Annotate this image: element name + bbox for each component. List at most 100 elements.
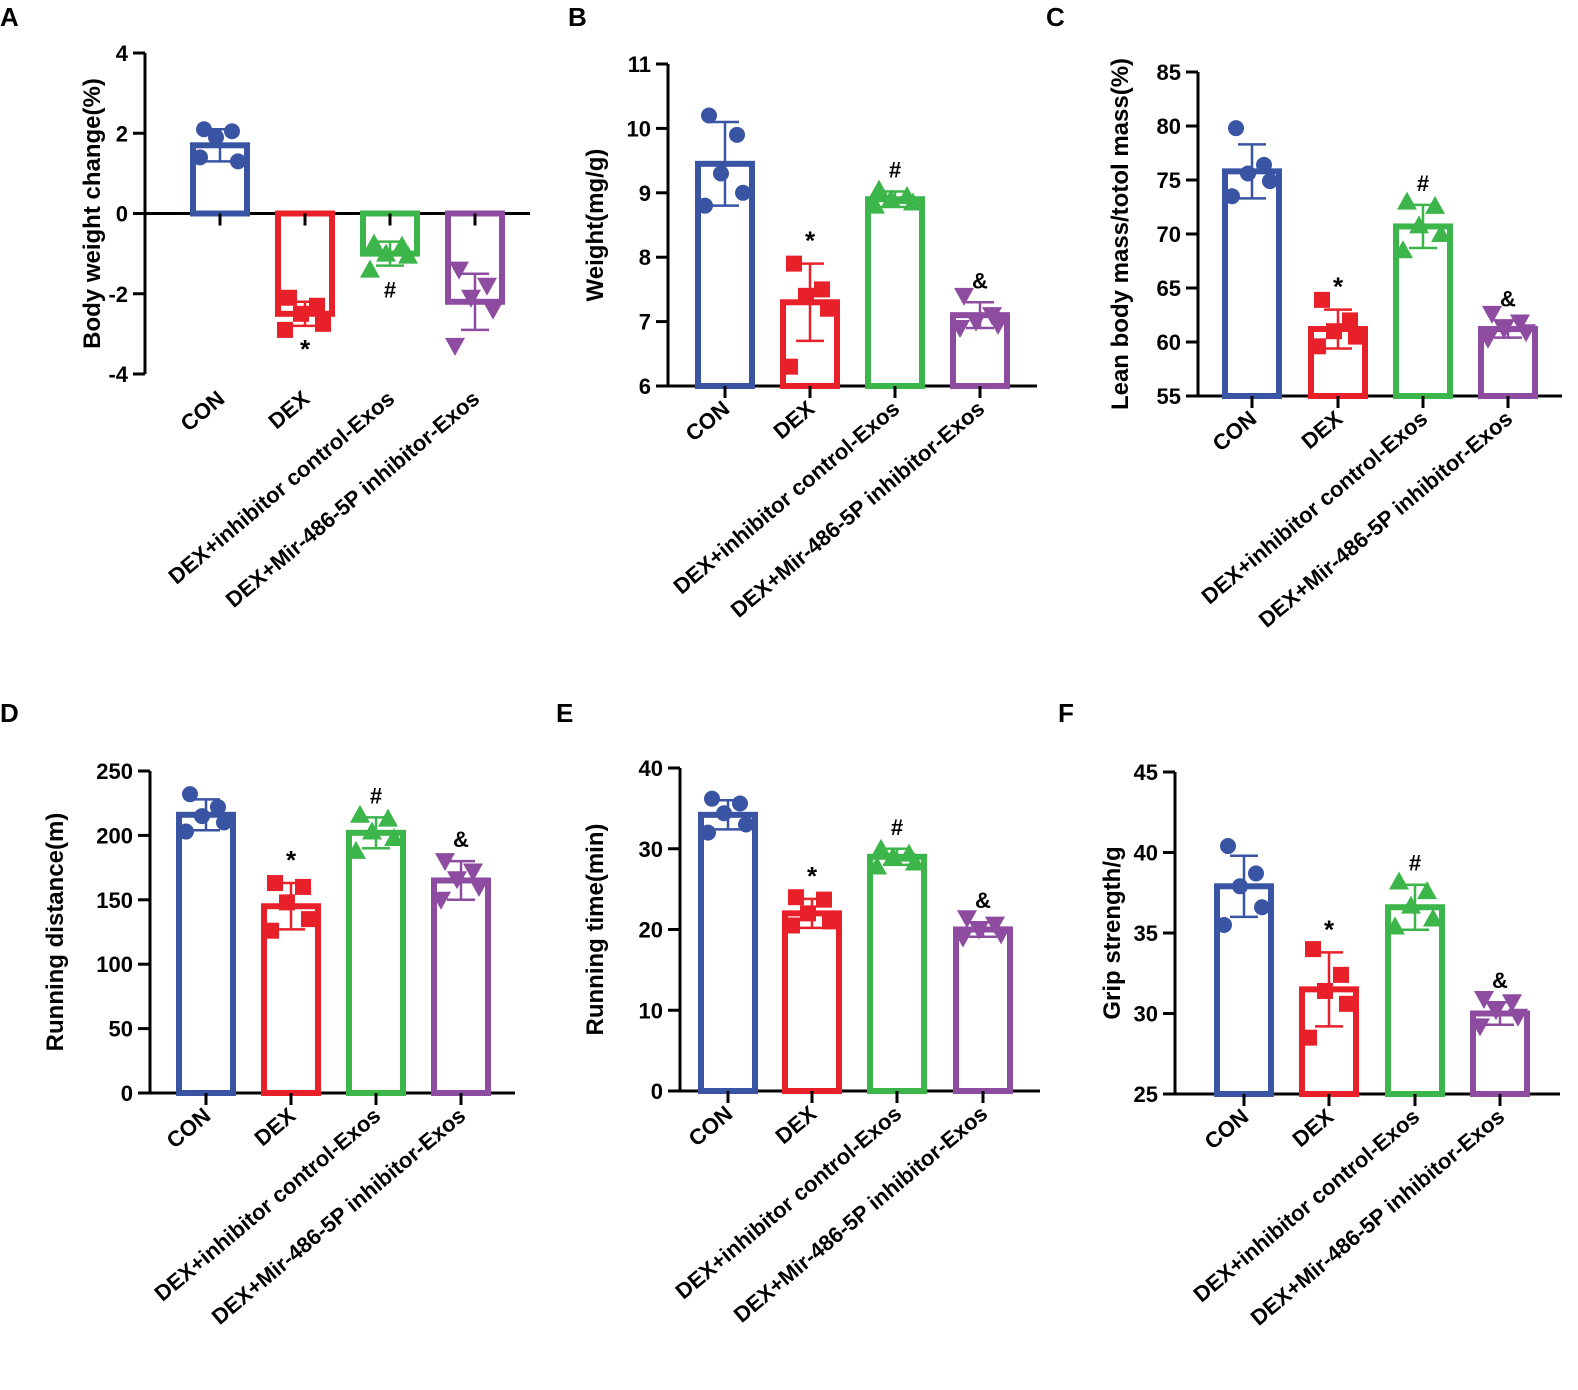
significance-label: & [1492, 968, 1508, 993]
data-point [1326, 323, 1342, 340]
y-tick-label: 65 [1157, 276, 1181, 301]
y-tick-label: 30 [1134, 1002, 1158, 1027]
data-point [816, 891, 832, 908]
data-point [435, 853, 455, 872]
significance-label: & [453, 827, 469, 852]
data-point [1342, 312, 1358, 329]
y-tick-label: 85 [1157, 60, 1181, 85]
data-point [1397, 191, 1417, 210]
data-point [784, 917, 800, 934]
x-category-label: CON [176, 386, 230, 437]
data-point [1339, 995, 1355, 1012]
significance-label: # [889, 158, 901, 183]
data-point [1385, 916, 1405, 935]
data-point [982, 307, 1002, 326]
data-point [865, 195, 885, 214]
data-point [1508, 1008, 1528, 1027]
data-point [182, 786, 198, 803]
data-point [1248, 865, 1264, 882]
data-point [196, 121, 212, 138]
data-point [447, 871, 467, 890]
data-point [905, 852, 925, 871]
data-point [192, 149, 208, 166]
data-point [732, 795, 748, 812]
data-point [1417, 881, 1437, 900]
y-tick-label: 25 [1134, 1082, 1158, 1107]
data-point [713, 165, 729, 182]
data-point [1393, 240, 1413, 259]
bar [867, 853, 927, 1095]
bar [953, 926, 1013, 1094]
data-point [360, 259, 380, 278]
significance-label: # [891, 815, 903, 840]
data-point [881, 189, 901, 208]
data-point [1314, 291, 1330, 308]
data-point [1301, 1029, 1317, 1046]
data-point [230, 153, 246, 170]
panel-letter: D [0, 698, 19, 728]
panel-letter: E [556, 698, 573, 728]
significance-label: * [807, 861, 818, 891]
bar [698, 811, 758, 1095]
y-tick-label: 75 [1157, 168, 1181, 193]
data-point [477, 277, 497, 296]
data-point [295, 878, 311, 895]
data-point [1431, 224, 1451, 242]
data-point [867, 856, 887, 875]
y-tick-label: 10 [639, 998, 663, 1023]
data-point [1262, 173, 1278, 190]
significance-label: # [1409, 851, 1421, 876]
y-tick-label: 0 [651, 1079, 663, 1104]
data-point [814, 281, 830, 298]
significance-label: & [1500, 286, 1516, 311]
y-axis-title: Grip strength/g [1099, 846, 1126, 1019]
y-tick-label: -2 [108, 282, 128, 307]
x-category-label: DEX [770, 1100, 821, 1148]
data-point [1232, 878, 1248, 895]
data-point [1228, 120, 1244, 137]
y-tick-label: 0 [121, 1081, 133, 1106]
data-point [449, 261, 469, 280]
y-tick-label: 2 [116, 121, 128, 146]
data-point [431, 891, 451, 910]
data-point [820, 300, 836, 317]
y-tick-label: 7 [639, 310, 651, 335]
y-tick-label: 0 [116, 202, 128, 227]
y-tick-label: 100 [96, 952, 133, 977]
significance-label: * [1324, 914, 1335, 944]
data-point [704, 790, 720, 807]
y-tick-label: 80 [1157, 114, 1181, 139]
data-point [1240, 165, 1256, 182]
x-category-label: CON [684, 1101, 738, 1152]
bar [176, 811, 236, 1096]
data-point [208, 129, 224, 146]
y-tick-label: 50 [109, 1017, 133, 1042]
x-category-label: DEX [768, 395, 819, 443]
data-point [194, 808, 210, 825]
data-point [869, 179, 889, 198]
data-point [800, 905, 816, 922]
data-point [1310, 338, 1326, 355]
data-point [716, 805, 732, 822]
chart-panel-d: D 0 50 100 150 200 250 Running distance(m) CON * D… [0, 698, 515, 1329]
y-tick-label: 150 [96, 888, 133, 913]
data-point [786, 255, 802, 272]
significance-label: # [1417, 171, 1429, 196]
data-point [350, 804, 370, 823]
significance-label: & [972, 268, 988, 293]
data-point [1494, 321, 1514, 340]
data-point [1254, 899, 1270, 916]
data-point [483, 301, 503, 320]
bar [782, 910, 842, 1094]
x-category-label: CON [681, 396, 735, 447]
y-tick-label: 35 [1134, 921, 1158, 946]
y-axis-title: Running distance(m) [42, 813, 69, 1052]
data-point [700, 824, 716, 841]
data-point [1333, 966, 1349, 983]
data-point [398, 245, 418, 264]
data-point [1317, 982, 1333, 999]
y-axis-title: Running time(min) [582, 824, 609, 1036]
data-point [216, 814, 232, 831]
